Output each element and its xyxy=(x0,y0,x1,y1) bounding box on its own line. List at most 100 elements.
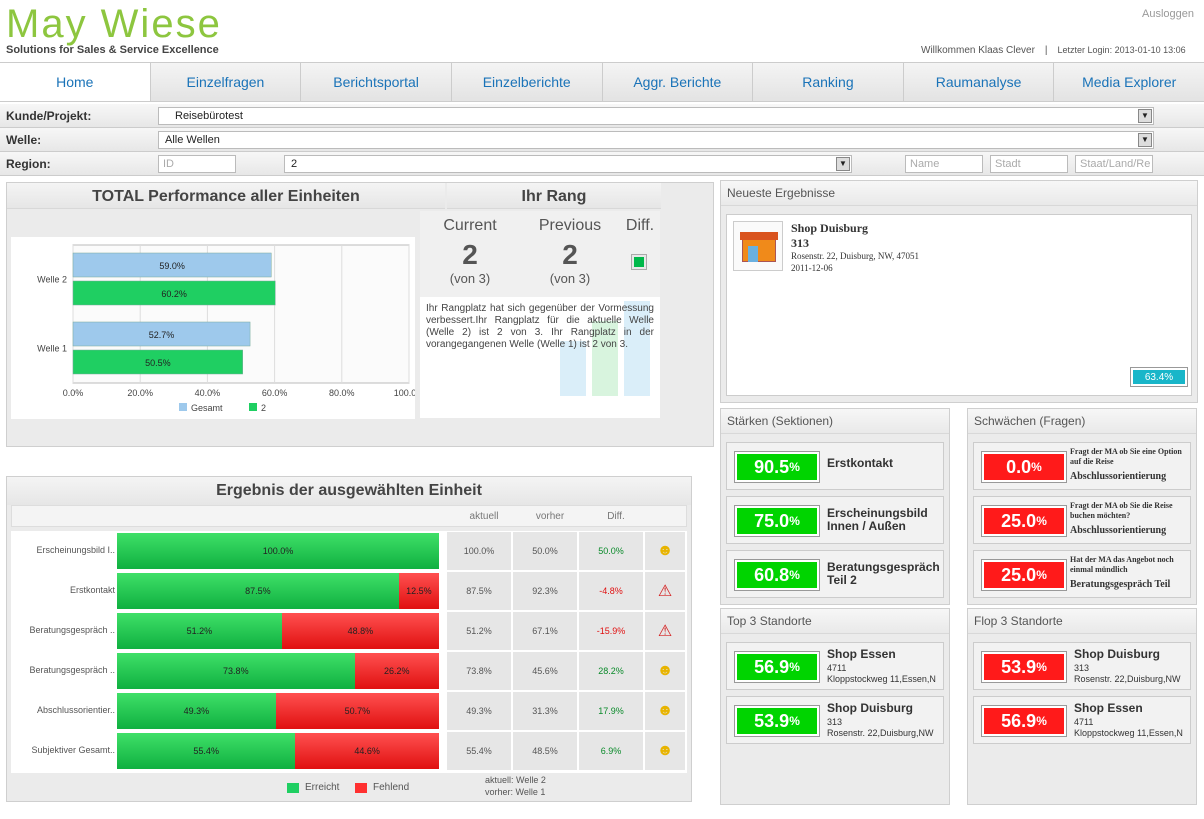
dropdown-arrow-icon[interactable]: ▼ xyxy=(1138,109,1152,123)
flop-standort-unit: % xyxy=(1036,660,1047,674)
flop-standort-item[interactable]: 53.9% Shop Duisburg 313 Rosenstr. 22,Duisbu… xyxy=(973,642,1191,690)
schwaeche-item[interactable]: 0.0% Fragt der MA ob Sie eine Option auf … xyxy=(973,442,1191,490)
legend-label: Gesamt xyxy=(191,403,223,413)
filter-region-row: Region: ID 2 ▼ Name Stadt Staat/Land/Re xyxy=(0,152,1204,176)
tab-media-explorer[interactable]: Media Explorer xyxy=(1082,74,1177,90)
flop-standort-shop-id: 313 xyxy=(1074,663,1090,673)
welle-select[interactable]: Alle Wellen ▼ xyxy=(158,131,1154,149)
neueste-score: 63.4% xyxy=(1130,367,1188,387)
missing-value: 48.8% xyxy=(347,626,374,636)
y-category-label: Welle 2 xyxy=(37,275,67,285)
bar xyxy=(72,321,251,347)
smiley-icon: ☻ xyxy=(645,652,685,690)
diff-up-icon xyxy=(631,254,647,270)
ergebnis-row[interactable]: Subjektiver Gesamt.. 55.4% 44.6% 55.4% 48.5%… xyxy=(11,732,687,770)
ergebnis-row[interactable]: Erscheinungsbild I.. 100.0% 100.0% 50.0% 50.… xyxy=(11,532,687,570)
staat-input[interactable]: Staat/Land/Re xyxy=(1075,155,1153,173)
total-chart-svg: 0.0% 20.0% 40.0% 60.0% 80.0% 100.0% Welle 2 59.… xyxy=(37,244,424,413)
separator: | xyxy=(1044,45,1048,56)
dropdown-arrow-icon[interactable]: ▼ xyxy=(1138,133,1152,147)
welle-value: Alle Wellen xyxy=(165,134,220,146)
welle-label: Welle: xyxy=(6,133,42,147)
flop-standort-item[interactable]: 56.9% Shop Essen 4711 Kloppstockweg 11,Esse… xyxy=(973,696,1191,744)
staerke-label: Erstkontakt xyxy=(827,456,894,470)
bar-value-label: 60.2% xyxy=(161,289,187,299)
kunde-select[interactable]: Reisebürotest ▼ xyxy=(158,107,1154,125)
vorher-cell: 45.6% xyxy=(513,652,577,690)
schwaeche-question: Hat der MA das Angebot noch einmal mündl… xyxy=(1070,555,1174,574)
welcome-text: Willkommen Klaas Clever | Letzter Login: 2… xyxy=(921,45,1186,56)
tab-home[interactable]: Home xyxy=(0,63,151,101)
rank-header: Current Previous Diff. 2 (von 3) 2 (von … xyxy=(420,211,660,297)
top-standort-item[interactable]: 53.9% Shop Duisburg 313 Rosenstr. 22,Duisbu… xyxy=(726,696,944,744)
deco-bar xyxy=(592,321,618,396)
diff-cell: -4.8% xyxy=(579,572,643,610)
neueste-id: 313 xyxy=(791,236,809,250)
reached-bar: 55.4% xyxy=(117,733,296,769)
tab-einzelfragen[interactable]: Einzelfragen xyxy=(151,63,302,101)
top-standort-value-box: 56.9% xyxy=(734,651,820,683)
staerken-panel: Stärken (Sektionen) 90.5% Erstkontakt 75.0… xyxy=(720,408,950,605)
smiley-icon: ☻ xyxy=(645,532,685,570)
deco-bar xyxy=(560,341,586,396)
bar xyxy=(72,280,276,306)
reached-bar: 73.8% xyxy=(117,653,355,689)
top-standort-item[interactable]: 56.9% Shop Essen 4711 Kloppstockweg 11,Esse… xyxy=(726,642,944,690)
staerke-value-box: 90.5% xyxy=(734,451,820,483)
schwaeche-value-box: 25.0% xyxy=(981,559,1067,591)
top-standort-value: 56.9 xyxy=(754,656,790,677)
current-label: Current xyxy=(443,217,497,234)
warning-icon: ⚠ xyxy=(645,572,685,610)
row-label: Erscheinungsbild I.. xyxy=(36,545,115,555)
legend-erreicht: Erreicht xyxy=(305,782,340,793)
staerke-value: 75.0 xyxy=(754,510,790,531)
schwaeche-value: 25.0 xyxy=(1001,510,1037,531)
dropdown-arrow-icon[interactable]: ▼ xyxy=(836,157,850,171)
neueste-box: Shop Duisburg 313 Rosenstr. 22, Duisburg… xyxy=(726,214,1192,396)
warning-icon: ⚠ xyxy=(645,612,685,650)
ergebnis-row[interactable]: Beratungsgespräch .. 51.2% 48.8% 51.2% 67.1%… xyxy=(11,612,687,650)
ergebnis-title: Ergebnis der ausgewählten Einheit xyxy=(7,477,691,505)
neueste-panel: Neueste Ergebnisse Shop Duisburg 313 Ros… xyxy=(720,180,1198,403)
smiley-icon: ☻ xyxy=(645,692,685,730)
brand-tagline: Solutions for Sales & Service Excellence xyxy=(6,44,219,56)
tab-aggr-berichte[interactable]: Aggr. Berichte xyxy=(603,63,754,101)
total-title: TOTAL Performance aller Einheiten xyxy=(7,183,445,209)
tab-raumanalyse[interactable]: Raumanalyse xyxy=(904,63,1055,101)
schwaeche-item[interactable]: 25.0% Fragt der MA ob Sie die Reise buche… xyxy=(973,496,1191,544)
ergebnis-row[interactable]: Beratungsgespräch .. 73.8% 26.2% 73.8% 45.6%… xyxy=(11,652,687,690)
staerke-item[interactable]: 90.5% Erstkontakt xyxy=(726,442,944,490)
schwaeche-section: Abschlussorientierung xyxy=(1070,471,1167,482)
schwaeche-section: Beratungsgespräch Teil xyxy=(1070,579,1171,590)
reached-value: 49.3% xyxy=(183,706,210,716)
top-standort-shop: Shop Essen xyxy=(827,647,896,661)
top-standort-value: 53.9 xyxy=(754,710,790,731)
diff-cell: -15.9% xyxy=(579,612,643,650)
bar xyxy=(72,349,243,375)
region-select[interactable]: 2 ▼ xyxy=(284,155,852,173)
vorher-cell: 48.5% xyxy=(513,732,577,770)
staerken-title: Stärken (Sektionen) xyxy=(721,409,949,434)
ergebnis-table: Erscheinungsbild I.. 100.0% 100.0% 50.0% 50.… xyxy=(11,531,687,773)
id-input[interactable]: ID xyxy=(158,155,236,173)
schwaeche-item[interactable]: 25.0% Hat der MA das Angebot noch einmal … xyxy=(973,550,1191,598)
ergebnis-row[interactable]: Erstkontakt 87.5% 12.5% 87.5% 92.3% -4.8% ⚠ xyxy=(11,572,687,610)
vorher-cell: 67.1% xyxy=(513,612,577,650)
tab-berichtsportal[interactable]: Berichtsportal xyxy=(301,63,452,101)
ergebnis-row[interactable]: Abschlussorientier.. 49.3% 50.7% 49.3% 31.3%… xyxy=(11,692,687,730)
logout-link[interactable]: Ausloggen xyxy=(1142,8,1194,20)
name-input[interactable]: Name xyxy=(905,155,983,173)
tab-einzelberichte[interactable]: Einzelberichte xyxy=(452,63,603,101)
schwaeche-value-box: 0.0% xyxy=(981,451,1067,483)
neueste-shop[interactable]: Shop Duisburg xyxy=(791,221,869,235)
legend-fehlend: Fehlend xyxy=(373,782,410,793)
total-chart: 0.0% 20.0% 40.0% 60.0% 80.0% 100.0% Welle 2 59.… xyxy=(11,237,424,419)
top-standort-shop-id: 4711 xyxy=(827,663,847,673)
top-standort-address: Rosenstr. 22,Duisburg,NW xyxy=(827,728,934,738)
tab-ranking[interactable]: Ranking xyxy=(753,63,904,101)
top3-title: Top 3 Standorte xyxy=(721,609,949,634)
staerke-item[interactable]: 75.0% Erscheinungsbild Innen / Außen xyxy=(726,496,944,544)
stadt-input[interactable]: Stadt xyxy=(990,155,1068,173)
staerke-item[interactable]: 60.8% Beratungsgespräch Teil 2 xyxy=(726,550,944,598)
flop-standort-address: Kloppstockweg 11,Essen,N xyxy=(1074,728,1183,738)
